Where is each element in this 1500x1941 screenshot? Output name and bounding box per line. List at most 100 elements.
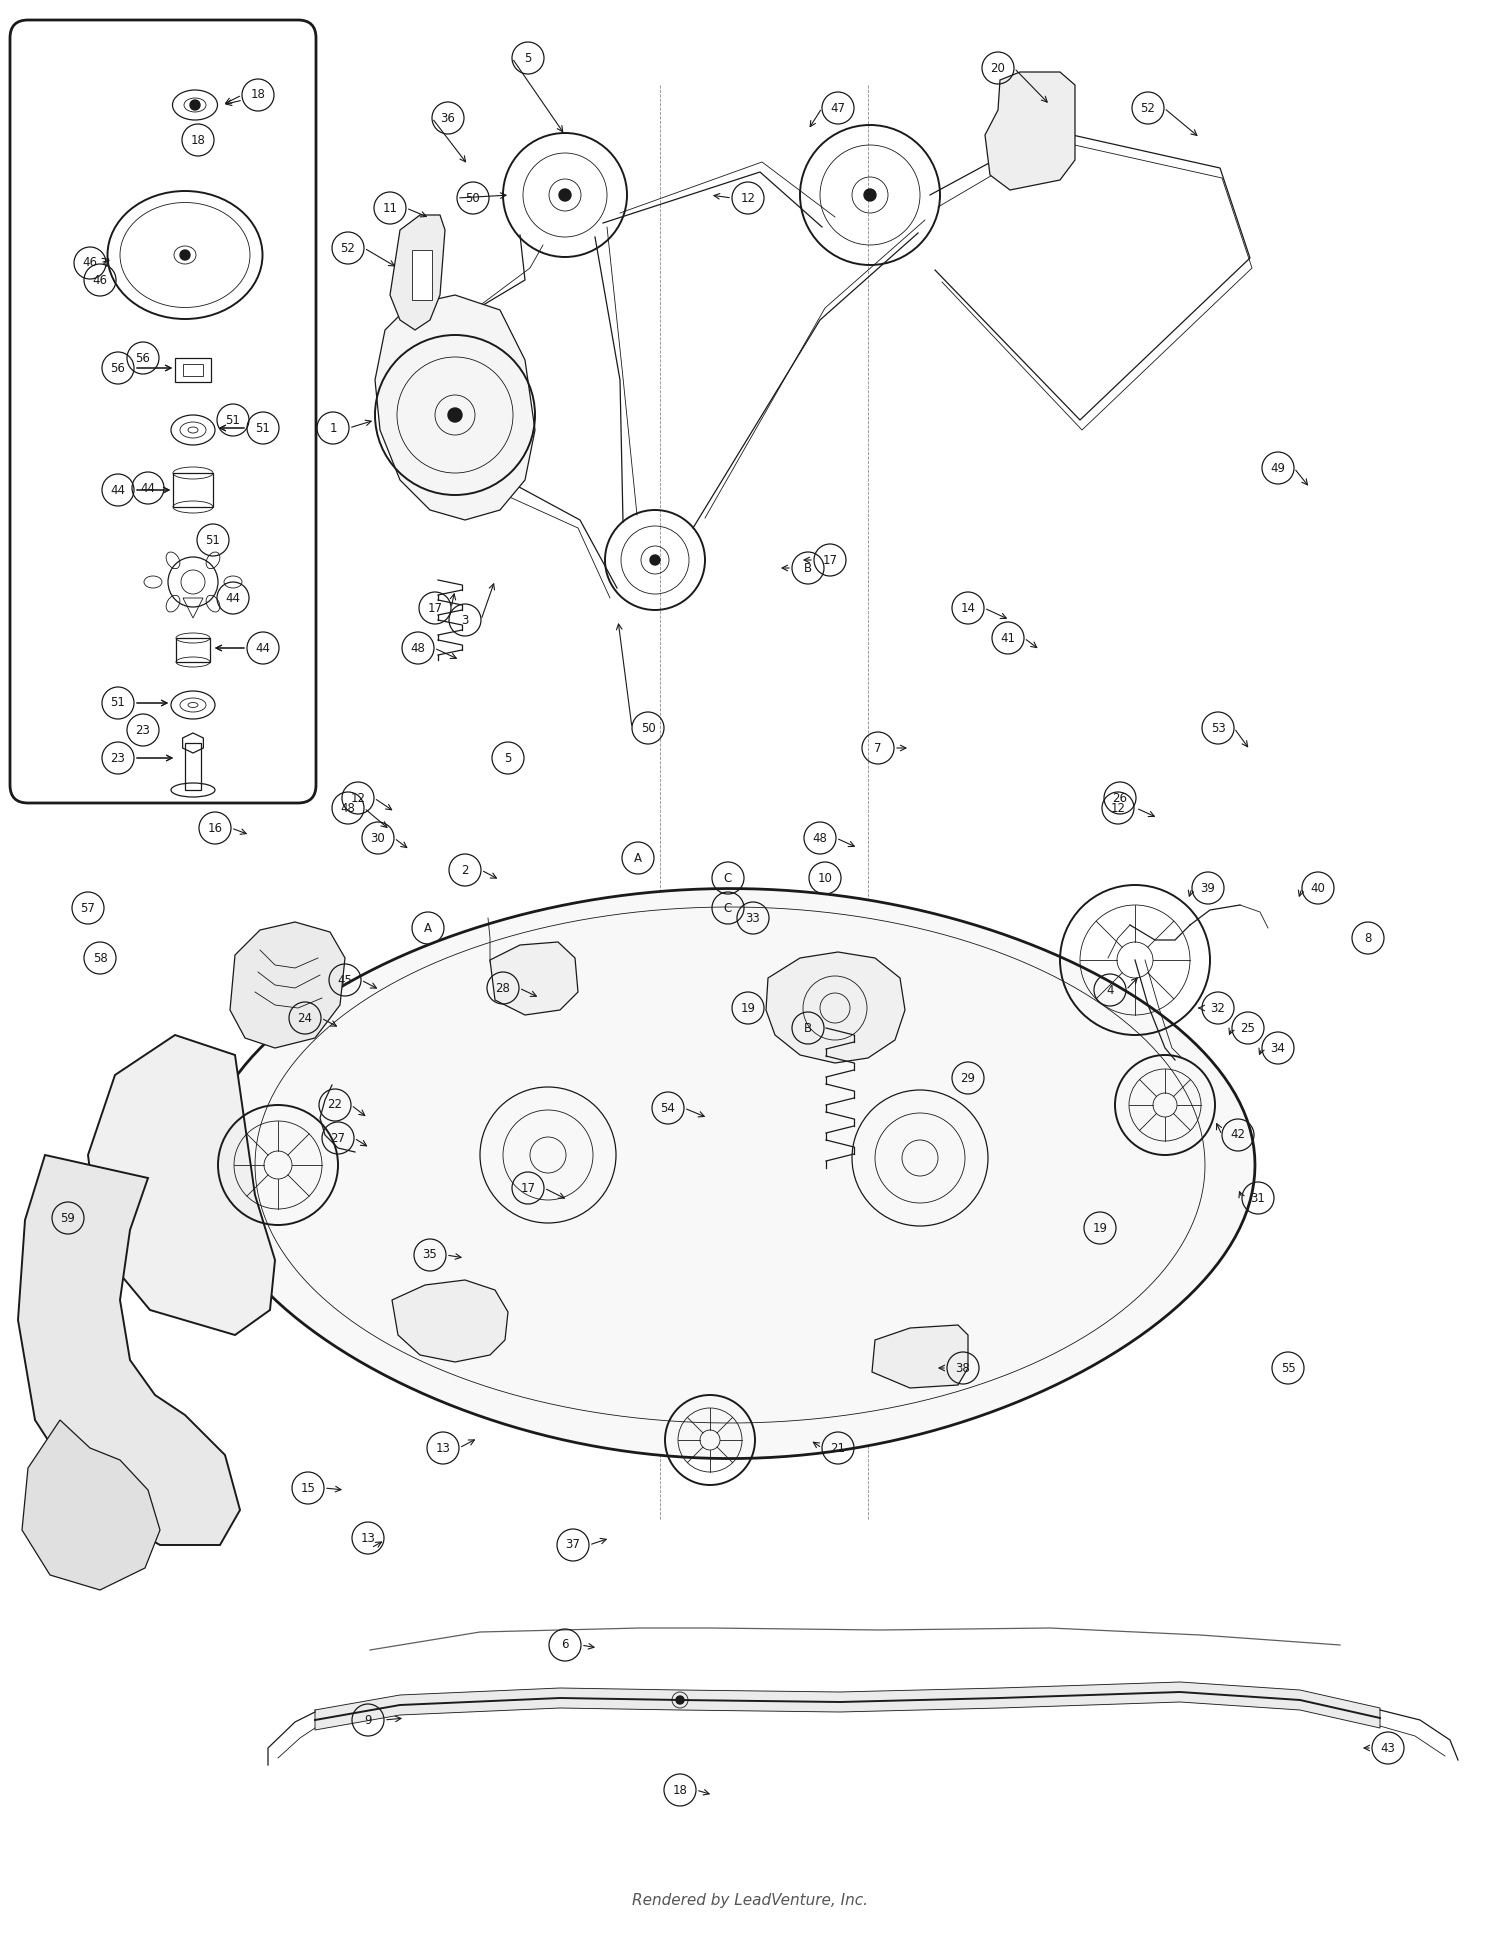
Text: 55: 55 — [1281, 1361, 1296, 1374]
Text: 6: 6 — [561, 1638, 568, 1652]
Text: 47: 47 — [831, 101, 846, 115]
Text: 59: 59 — [60, 1211, 75, 1225]
Text: 13: 13 — [435, 1442, 450, 1454]
Text: 51: 51 — [255, 421, 270, 435]
Text: 48: 48 — [411, 641, 426, 654]
Text: 43: 43 — [1380, 1741, 1395, 1755]
Text: 54: 54 — [660, 1101, 675, 1114]
Text: C: C — [724, 901, 732, 914]
Text: 26: 26 — [1113, 792, 1128, 804]
Text: 31: 31 — [1251, 1192, 1266, 1205]
Polygon shape — [22, 1421, 160, 1590]
Text: 51: 51 — [225, 413, 240, 427]
Text: 46: 46 — [82, 256, 98, 270]
Bar — [176, 357, 211, 382]
Text: 48: 48 — [340, 802, 356, 815]
Text: 13: 13 — [360, 1531, 375, 1545]
Text: 19: 19 — [1092, 1221, 1107, 1234]
Text: 51: 51 — [111, 697, 126, 710]
Text: 21: 21 — [831, 1442, 846, 1454]
Text: 50: 50 — [465, 192, 480, 204]
Polygon shape — [230, 922, 345, 1048]
Text: 25: 25 — [1240, 1021, 1256, 1035]
Text: 3: 3 — [462, 613, 468, 627]
Text: 38: 38 — [956, 1361, 970, 1374]
Polygon shape — [490, 941, 578, 1015]
Text: 24: 24 — [297, 1011, 312, 1025]
Text: A: A — [634, 852, 642, 864]
Circle shape — [676, 1696, 684, 1704]
Text: 50: 50 — [640, 722, 656, 734]
Circle shape — [560, 188, 572, 202]
Text: 51: 51 — [206, 534, 220, 547]
Text: 12: 12 — [351, 792, 366, 804]
Text: 27: 27 — [330, 1132, 345, 1145]
Text: B: B — [804, 561, 812, 575]
Text: 17: 17 — [520, 1182, 536, 1194]
Text: 11: 11 — [382, 202, 398, 215]
Bar — [176, 639, 210, 662]
Text: 18: 18 — [190, 134, 206, 146]
Text: 22: 22 — [327, 1099, 342, 1112]
Text: 35: 35 — [423, 1248, 438, 1262]
Text: 18: 18 — [251, 89, 266, 101]
Text: B: B — [804, 1021, 812, 1035]
Text: 33: 33 — [746, 912, 760, 924]
Text: 36: 36 — [441, 111, 456, 124]
Text: 49: 49 — [1270, 462, 1286, 474]
Text: 29: 29 — [960, 1071, 975, 1085]
Text: A: A — [424, 922, 432, 934]
Polygon shape — [375, 295, 536, 520]
Text: 1: 1 — [330, 421, 336, 435]
Text: 12: 12 — [1110, 802, 1125, 815]
Text: 18: 18 — [672, 1784, 687, 1797]
Circle shape — [180, 250, 190, 260]
Text: 58: 58 — [93, 951, 108, 965]
Text: 48: 48 — [813, 831, 828, 844]
FancyBboxPatch shape — [10, 19, 316, 804]
Text: C: C — [724, 872, 732, 885]
Text: 56: 56 — [135, 351, 150, 365]
Polygon shape — [766, 951, 904, 1064]
Text: 57: 57 — [81, 901, 96, 914]
Text: LEADVENTURE: LEADVENTURE — [462, 1064, 758, 1097]
Polygon shape — [88, 1035, 274, 1335]
Bar — [184, 743, 201, 790]
Polygon shape — [390, 215, 445, 330]
Text: 39: 39 — [1200, 881, 1215, 895]
Text: 9: 9 — [364, 1714, 372, 1726]
Text: 44: 44 — [111, 483, 126, 497]
Polygon shape — [18, 1155, 240, 1545]
Circle shape — [650, 555, 660, 565]
Polygon shape — [871, 1326, 968, 1388]
Text: 16: 16 — [207, 821, 222, 835]
Bar — [172, 474, 213, 507]
Bar — [183, 365, 203, 377]
Text: 17: 17 — [427, 602, 442, 615]
Text: 44: 44 — [225, 592, 240, 604]
Text: 10: 10 — [818, 872, 833, 885]
Polygon shape — [392, 1279, 508, 1363]
Text: 41: 41 — [1000, 631, 1016, 644]
Text: 17: 17 — [822, 553, 837, 567]
Circle shape — [864, 188, 876, 202]
Text: 32: 32 — [1210, 1002, 1225, 1015]
Text: 15: 15 — [300, 1481, 315, 1495]
Text: 34: 34 — [1270, 1042, 1286, 1054]
Polygon shape — [206, 889, 1256, 1458]
Text: 53: 53 — [1210, 722, 1225, 734]
Circle shape — [448, 408, 462, 421]
Text: 14: 14 — [960, 602, 975, 615]
Polygon shape — [315, 1683, 1380, 1729]
Text: 45: 45 — [338, 974, 352, 986]
Polygon shape — [413, 250, 432, 301]
Circle shape — [190, 101, 200, 111]
Text: 46: 46 — [93, 274, 108, 287]
Text: 20: 20 — [990, 62, 1005, 74]
Text: 52: 52 — [1140, 101, 1155, 115]
Text: 42: 42 — [1230, 1128, 1245, 1141]
Text: 44: 44 — [141, 481, 156, 495]
Text: 23: 23 — [111, 751, 126, 765]
Text: 5: 5 — [525, 52, 531, 64]
Text: 56: 56 — [111, 361, 126, 375]
